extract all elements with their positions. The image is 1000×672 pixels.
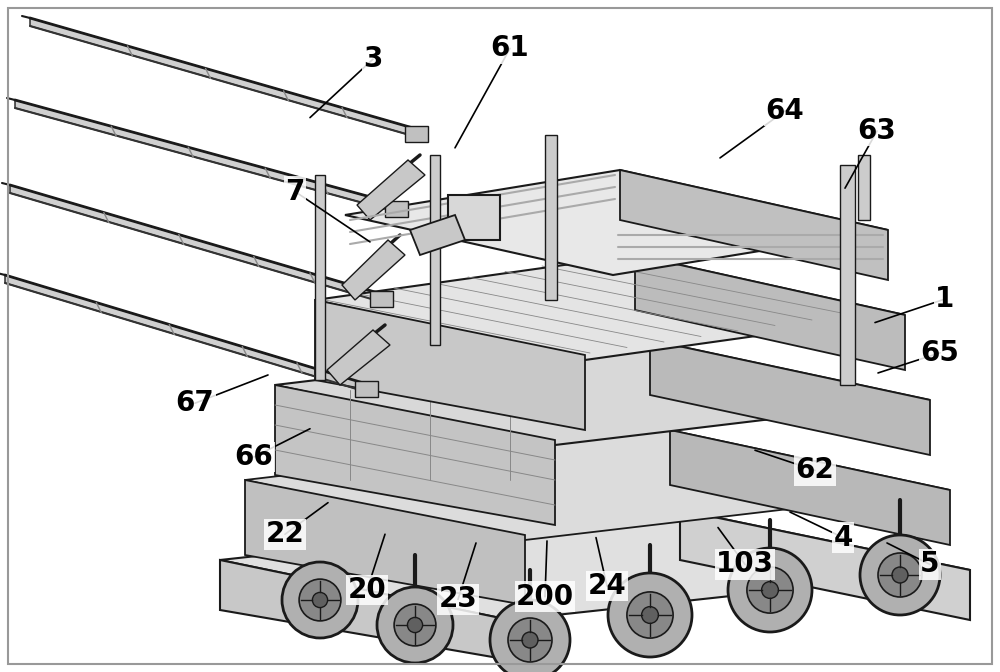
Polygon shape [840,165,855,385]
Circle shape [407,618,423,632]
Text: 200: 200 [516,583,574,611]
Circle shape [642,607,658,624]
Text: 24: 24 [588,572,626,600]
Polygon shape [370,291,393,307]
Text: 103: 103 [716,550,774,579]
Polygon shape [385,201,408,217]
Circle shape [377,587,453,663]
Polygon shape [327,330,390,385]
Polygon shape [405,126,428,142]
Polygon shape [545,135,557,300]
Polygon shape [635,255,905,370]
Circle shape [728,548,812,632]
Polygon shape [245,480,525,605]
Text: 62: 62 [796,456,834,485]
Polygon shape [342,240,405,300]
Polygon shape [315,255,905,360]
Polygon shape [220,510,970,620]
Circle shape [508,618,552,662]
Polygon shape [15,100,400,213]
Polygon shape [315,300,585,430]
Circle shape [627,592,673,638]
Polygon shape [345,170,888,275]
Circle shape [522,632,538,648]
Polygon shape [650,340,930,455]
Polygon shape [315,175,325,380]
Polygon shape [355,381,378,397]
Text: 61: 61 [491,34,529,62]
Circle shape [299,579,341,621]
Text: 22: 22 [266,520,304,548]
Circle shape [282,562,358,638]
Polygon shape [30,18,420,138]
Polygon shape [680,510,970,620]
Polygon shape [620,170,888,280]
Text: 66: 66 [235,443,273,471]
Circle shape [490,600,570,672]
Text: 4: 4 [833,523,853,552]
Polygon shape [357,160,425,220]
Text: 5: 5 [920,550,940,579]
Polygon shape [5,275,370,393]
Circle shape [878,553,922,597]
Text: 65: 65 [921,339,959,367]
Circle shape [892,567,908,583]
Text: 1: 1 [935,285,955,313]
Polygon shape [275,385,555,525]
Polygon shape [10,185,385,303]
Polygon shape [275,340,930,445]
Circle shape [860,535,940,615]
Circle shape [762,581,778,598]
Polygon shape [670,430,950,545]
Text: 64: 64 [766,97,804,125]
Polygon shape [430,155,440,345]
Text: 7: 7 [285,177,305,206]
Text: 20: 20 [348,576,386,604]
Polygon shape [448,195,500,240]
Text: 3: 3 [363,45,383,73]
Circle shape [394,604,436,646]
Circle shape [608,573,692,657]
Polygon shape [220,560,510,660]
Circle shape [747,567,793,613]
Polygon shape [858,155,870,220]
Circle shape [312,593,328,607]
Polygon shape [245,430,950,540]
Text: 63: 63 [858,117,896,145]
Text: 67: 67 [176,389,214,417]
Polygon shape [410,215,465,255]
Text: 23: 23 [439,585,477,614]
